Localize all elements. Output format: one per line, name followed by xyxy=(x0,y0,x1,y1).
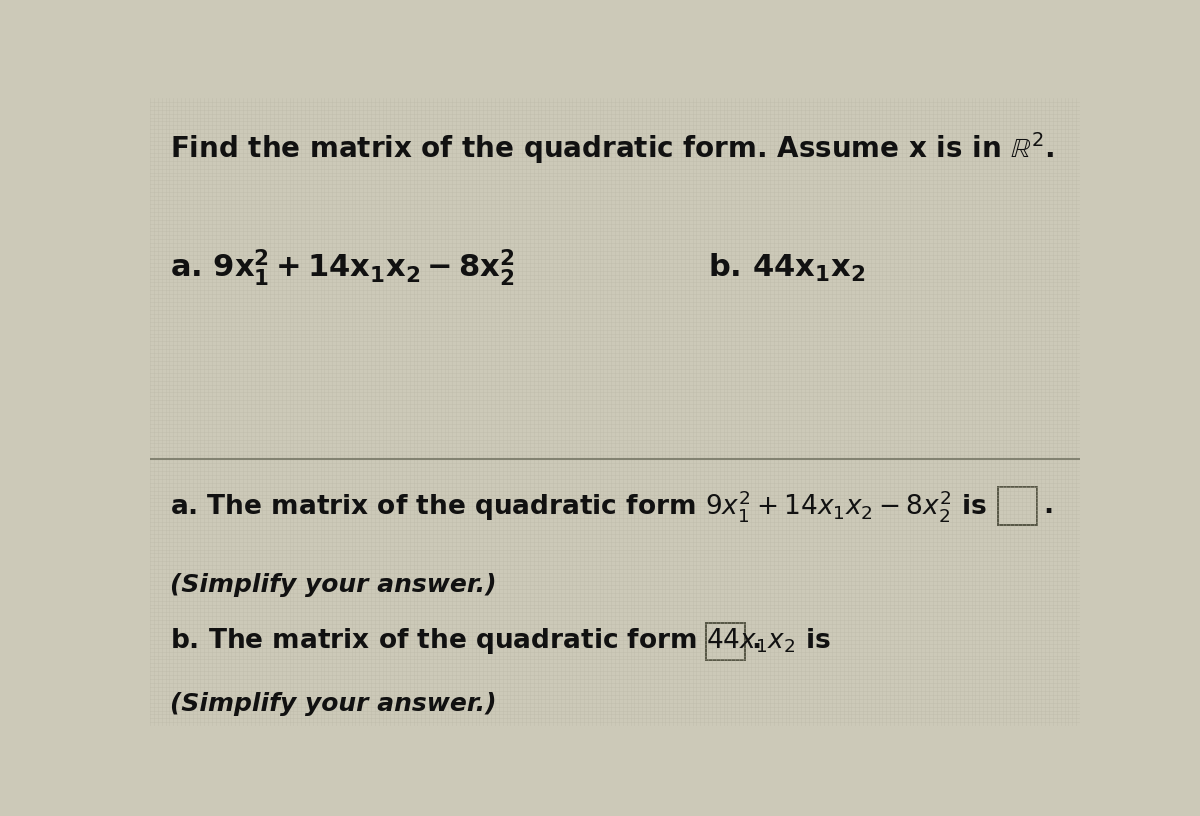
Text: a. The matrix of the quadratic form $9x_1^2 + 14x_1x_2 - 8x_2^2$ is: a. The matrix of the quadratic form $9x_… xyxy=(170,488,988,525)
Text: Find the matrix of the quadratic form. Assume $\mathbf{x}$ is in $\mathbb{R}^2$.: Find the matrix of the quadratic form. A… xyxy=(170,131,1055,166)
Bar xyxy=(998,487,1037,526)
Text: b. The matrix of the quadratic form $44x_1x_2$ is: b. The matrix of the quadratic form $44x… xyxy=(170,627,832,656)
Text: .: . xyxy=(751,628,761,654)
Bar xyxy=(706,623,745,660)
Text: a. $\mathbf{9x_1^2 + 14x_1x_2 - 8x_2^2}$: a. $\mathbf{9x_1^2 + 14x_1x_2 - 8x_2^2}$ xyxy=(170,247,515,288)
Text: (Simplify your answer.): (Simplify your answer.) xyxy=(170,692,497,716)
Text: (Simplify your answer.): (Simplify your answer.) xyxy=(170,573,497,596)
Text: .: . xyxy=(1043,494,1052,519)
Text: b. $\mathbf{44x_1x_2}$: b. $\mathbf{44x_1x_2}$ xyxy=(708,251,865,284)
